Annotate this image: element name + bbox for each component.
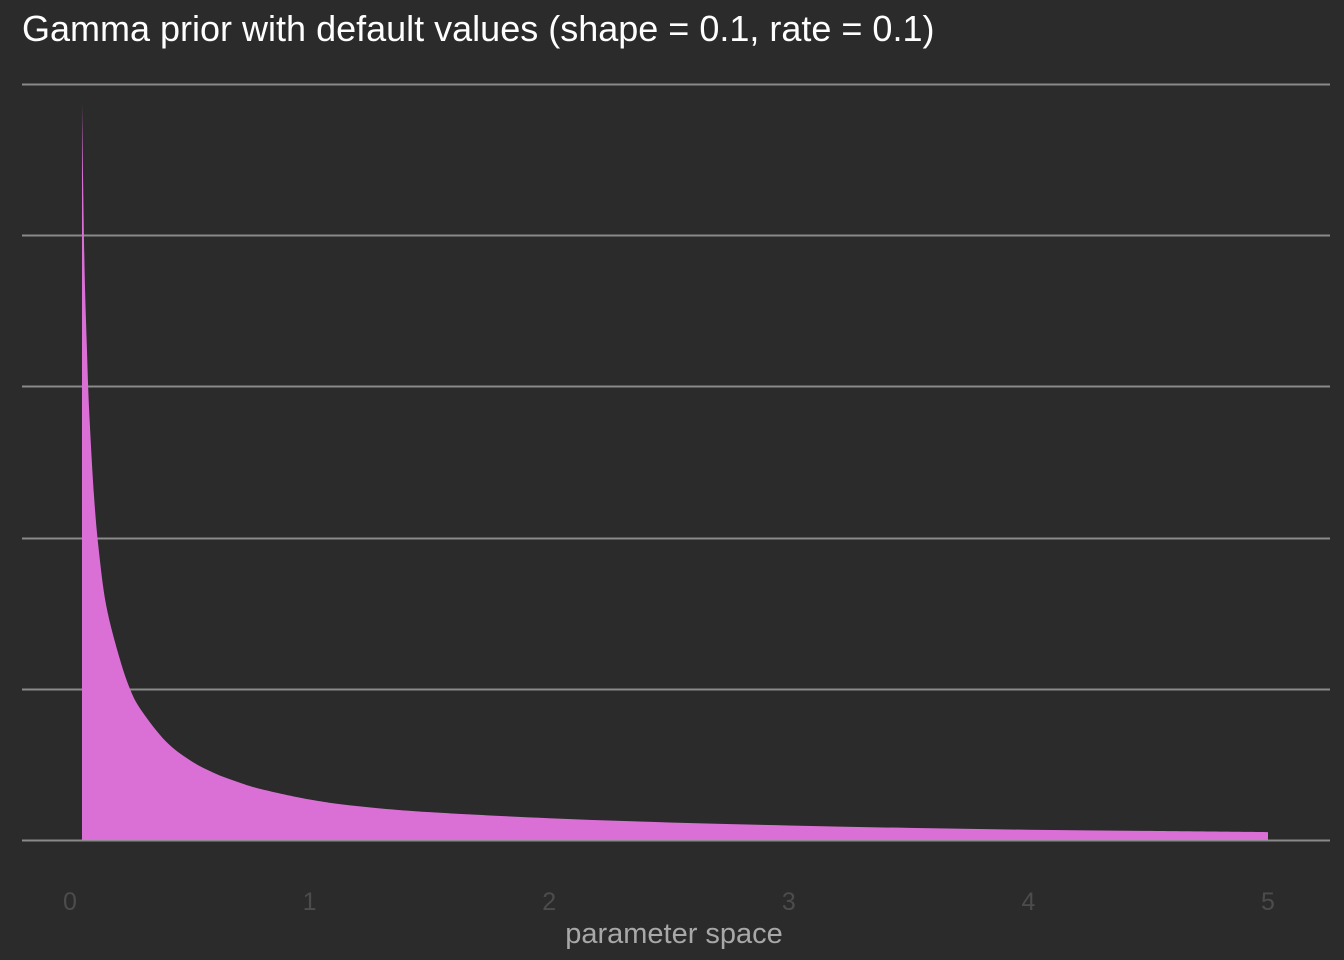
x-tick-label: 0 [63,888,77,916]
x-tick-label: 3 [782,888,796,916]
x-tick-label: 2 [542,888,556,916]
x-axis-label: parameter space [565,918,783,950]
area-layer [81,102,1269,840]
x-tick-label: 5 [1261,888,1275,916]
x-tick-labels: 0 1 2 3 4 5 [63,888,1275,916]
x-tick-label: 4 [1021,888,1035,916]
grid-layer [22,83,1330,842]
chart-title: Gamma prior with default values (shape =… [22,8,935,49]
density-area [81,102,1269,840]
x-tick-label: 1 [303,888,317,916]
